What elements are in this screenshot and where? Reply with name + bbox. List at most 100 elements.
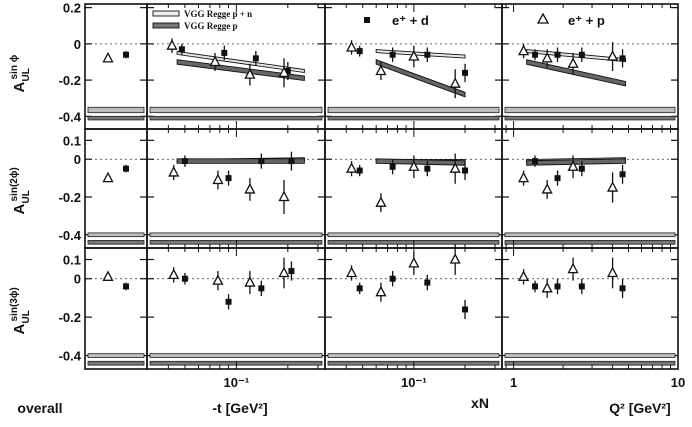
proton-point bbox=[102, 171, 114, 183]
x-tick-label: 1 bbox=[510, 375, 517, 390]
x-tick-label: 10⁻¹ bbox=[224, 375, 250, 390]
y-tick-label: -0.4 bbox=[59, 349, 82, 364]
deuteron-point bbox=[123, 283, 129, 290]
proton-point bbox=[212, 173, 224, 185]
proton-point bbox=[244, 68, 256, 79]
proton-point bbox=[607, 266, 619, 278]
deuteron-point bbox=[181, 275, 188, 282]
proton-point bbox=[375, 285, 387, 297]
theory-band-p bbox=[176, 59, 305, 82]
systematic-band bbox=[327, 232, 500, 238]
theory-band-p bbox=[176, 158, 305, 164]
systematic-band bbox=[87, 360, 145, 366]
panel-sin1-Q2 bbox=[501, 3, 679, 130]
panel-frame bbox=[146, 128, 326, 249]
deuteron-point bbox=[578, 165, 585, 172]
deuteron-point bbox=[424, 165, 431, 172]
deuteron-point bbox=[225, 298, 232, 305]
systematic-band bbox=[149, 232, 323, 238]
proton-point bbox=[567, 262, 579, 274]
systematic-band bbox=[149, 115, 323, 121]
legend-proton-label: e⁺ + p bbox=[568, 13, 605, 28]
systematic-band bbox=[149, 353, 323, 358]
deuteron-point bbox=[619, 285, 626, 292]
deuteron-point bbox=[619, 171, 626, 178]
proton-point bbox=[567, 160, 579, 171]
proton-point bbox=[166, 39, 178, 50]
deuteron-point bbox=[389, 163, 396, 170]
y-tick-label: -0.2 bbox=[59, 73, 81, 88]
theory-band-p bbox=[526, 59, 627, 87]
proton-point bbox=[278, 66, 290, 77]
systematic-band bbox=[504, 106, 676, 114]
y-axis-title-sup: sin(2ϕ) bbox=[9, 167, 20, 201]
systematic-band bbox=[87, 115, 145, 121]
theory-band-p bbox=[375, 59, 466, 98]
panel-sin2-Q2 bbox=[501, 128, 679, 249]
deuteron-point bbox=[181, 158, 188, 165]
y-axis-title-main: A bbox=[11, 82, 28, 93]
y-tick-label: 0 bbox=[74, 37, 81, 52]
systematic-band bbox=[504, 360, 676, 366]
proton-point bbox=[278, 266, 290, 278]
panel-frame bbox=[501, 247, 679, 370]
theory-band-p bbox=[526, 158, 627, 166]
proton-point bbox=[345, 162, 358, 173]
x-tick-label: 10 bbox=[671, 375, 685, 390]
proton-point bbox=[278, 190, 290, 202]
deuteron-point bbox=[288, 268, 295, 275]
panel-sin1-overall: 0.2 0 -0.2 -0.4 bbox=[59, 1, 148, 130]
legend-swatch bbox=[152, 22, 180, 29]
deuteron-point bbox=[284, 68, 291, 75]
y-axis-title-sup: sin(3ϕ) bbox=[9, 287, 20, 321]
proton-point bbox=[607, 50, 619, 61]
y-axis-title-main: A bbox=[11, 204, 28, 215]
proton-point bbox=[168, 268, 180, 280]
deuteron-point bbox=[462, 167, 469, 174]
proton-point bbox=[408, 256, 420, 268]
deuteron-point bbox=[532, 158, 539, 165]
deuteron-point bbox=[532, 283, 539, 290]
deuteron-point bbox=[462, 69, 469, 76]
deuteron-point bbox=[554, 51, 561, 58]
panel-sin3-Q2: 1 10 bbox=[501, 247, 685, 390]
x-axis-title-xN: xN bbox=[471, 395, 489, 411]
deuteron-point bbox=[578, 283, 585, 290]
proton-point bbox=[518, 171, 530, 183]
systematic-band bbox=[327, 115, 500, 121]
legend-deuteron-symbol bbox=[364, 17, 370, 23]
panel-frame bbox=[84, 247, 148, 370]
deuteron-point bbox=[178, 46, 185, 53]
theory-band-pn bbox=[375, 49, 466, 59]
systematic-band bbox=[87, 232, 145, 238]
deuteron-point bbox=[356, 167, 363, 174]
y-tick-label: 0.1 bbox=[63, 253, 81, 268]
y-axis-title-sub: UL bbox=[21, 310, 32, 323]
x-axis-title-t: -t [GeV²] bbox=[212, 400, 267, 416]
deuteron-point bbox=[578, 51, 585, 58]
panel-grid: 0.2 0 -0.2 -0.4 0.1 0 -0.2 -0.4 0.1 0 -0.2 -0.4 10⁻¹… bbox=[59, 1, 686, 390]
deuteron-point bbox=[258, 158, 265, 165]
panel-sin3-xN: 10⁻¹ bbox=[324, 244, 503, 390]
legend: VGG Regge p + n VGG Regge p e⁺ + d e⁺ + p bbox=[152, 9, 605, 31]
panel-sin2-xN bbox=[324, 128, 503, 249]
deuteron-point bbox=[258, 285, 265, 292]
panel-sin2-overall: 0.1 0 -0.2 -0.4 bbox=[59, 128, 148, 249]
deuteron-point bbox=[389, 51, 396, 58]
x-axis-labels: overall -t [GeV²] xN Q² [GeV²] bbox=[17, 395, 670, 416]
legend-proton-symbol bbox=[536, 12, 550, 24]
proton-point bbox=[408, 160, 420, 171]
y-axis-title-sup: sin ϕ bbox=[9, 54, 20, 79]
deuteron-point bbox=[554, 175, 561, 182]
proton-point bbox=[244, 276, 256, 287]
y-axis-title-sub: UL bbox=[21, 68, 32, 81]
systematic-band bbox=[327, 353, 500, 358]
deuteron-point bbox=[221, 49, 228, 56]
systematic-band bbox=[149, 106, 323, 114]
y-tick-label: 0.1 bbox=[63, 133, 81, 148]
deuteron-point bbox=[123, 51, 129, 58]
